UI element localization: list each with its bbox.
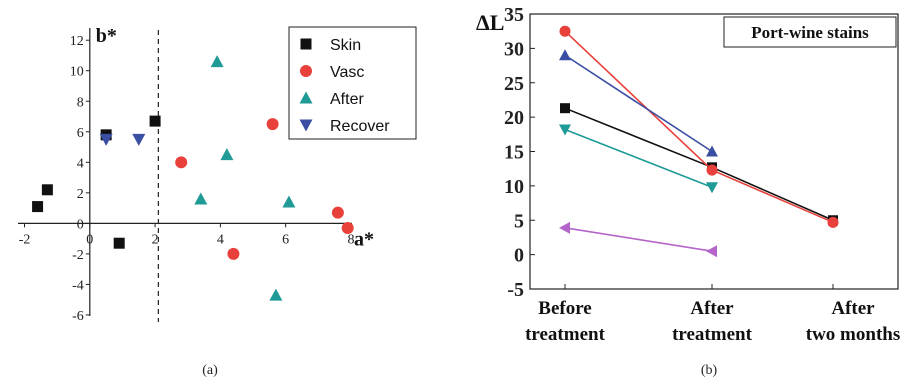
b-point-series-3	[559, 49, 571, 61]
a-point-vasc	[227, 247, 240, 260]
b-point-series-2	[706, 164, 718, 176]
a-point-skin	[149, 115, 161, 127]
a-x-tick-label: -2	[19, 232, 31, 247]
b-y-tick-label: 20	[504, 107, 524, 129]
a-legend-label-recover: Recover	[330, 118, 390, 135]
a-legend-marker-recover	[299, 119, 313, 132]
b-series-line-3	[564, 54, 713, 153]
b-category-label: two months	[806, 324, 900, 345]
b-title-box	[723, 16, 897, 48]
a-point-skin	[41, 184, 53, 196]
b-category-label: After	[831, 298, 875, 319]
a-x-tick-label: 6	[282, 232, 289, 247]
a-y-tick-label: 4	[77, 156, 84, 171]
a-y-tick-label: 6	[77, 126, 84, 141]
b-point-series-2	[827, 216, 839, 228]
a-point-vasc	[331, 206, 344, 219]
b-title: Port-wine stains	[751, 23, 869, 42]
a-y-axis-label: b*	[96, 25, 117, 47]
b-y-tick-label: 0	[514, 245, 524, 267]
a-point-after	[220, 148, 234, 161]
a-y-tick-label: 10	[70, 65, 84, 80]
a-y-tick-label: 0	[77, 217, 84, 232]
a-point-after	[210, 55, 224, 68]
b-y-tick-label: 35	[504, 4, 524, 26]
a-y-tick-label: -2	[72, 248, 84, 263]
a-legend-label-skin: Skin	[330, 37, 361, 54]
a-y-tick-label: -4	[72, 278, 84, 293]
a-point-vasc	[175, 156, 188, 169]
a-point-recover	[99, 133, 113, 146]
b-series-line-5	[564, 227, 713, 252]
b-series-line-1	[564, 107, 834, 221]
b-point-series-4	[706, 182, 718, 194]
b-y-tick-label: 25	[504, 73, 524, 95]
b-series-line-4	[564, 128, 713, 188]
b-category-label: Before	[538, 298, 591, 319]
a-point-recover	[132, 133, 146, 146]
a-y-tick-label: -6	[72, 309, 84, 324]
a-point-vasc	[341, 221, 354, 234]
a-legend-marker-after	[299, 91, 313, 104]
a-legend-marker-skin	[300, 38, 312, 50]
a-point-after	[269, 288, 283, 301]
a-point-skin	[32, 201, 44, 213]
a-point-vasc	[266, 118, 279, 131]
b-y-tick-label: 15	[504, 142, 524, 164]
b-point-series-4	[559, 124, 571, 136]
b-point-series-2	[559, 25, 571, 37]
b-point-series-5	[559, 221, 570, 234]
a-x-tick-label: 0	[86, 232, 93, 247]
a-x-tick-label: 4	[217, 232, 224, 247]
b-y-tick-label: 5	[514, 210, 524, 232]
a-x-tick-label: 2	[152, 232, 159, 247]
a-legend-label-vasc: Vasc	[330, 64, 364, 81]
b-category-label: After	[690, 298, 734, 319]
a-point-skin	[113, 237, 125, 249]
b-category-label: treatment	[672, 324, 753, 345]
a-x-tick-label: 8	[347, 232, 354, 247]
a-y-tick-label: 12	[70, 34, 84, 49]
b-category-label: treatment	[525, 324, 606, 345]
a-legend-label-after: After	[330, 91, 364, 108]
a-y-tick-label: 8	[77, 95, 84, 110]
a-point-after	[194, 192, 208, 205]
a-y-tick-label: 2	[77, 187, 84, 202]
a-panel-label: (a)	[202, 363, 218, 378]
b-series-line-2	[564, 30, 834, 224]
b-point-series-5	[706, 245, 717, 258]
b-y-tick-label: 30	[504, 38, 524, 60]
b-point-series-3	[706, 145, 718, 157]
b-panel-label: (b)	[701, 363, 718, 378]
b-y-tick-label: -5	[507, 279, 524, 301]
a-x-axis-label: a*	[354, 228, 374, 250]
b-point-series-1	[560, 103, 570, 114]
b-y-axis-label: ΔL	[476, 10, 504, 35]
a-point-after	[282, 195, 296, 208]
a-legend-marker-vasc	[300, 65, 312, 77]
b-y-tick-label: 10	[504, 176, 524, 198]
